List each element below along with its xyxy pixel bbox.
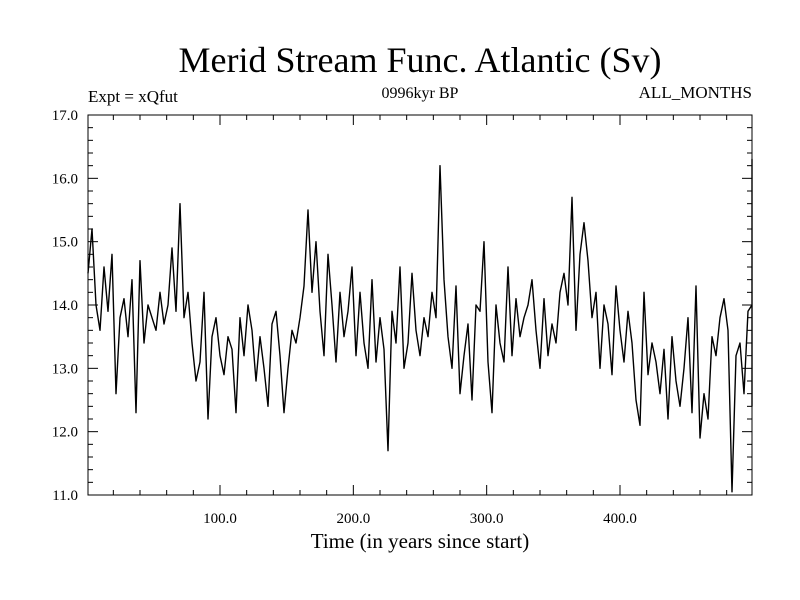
- expt-label: Expt = xQfut: [88, 87, 178, 106]
- axis-ticks: [88, 114, 752, 496]
- y-tick-label: 17.0: [52, 108, 78, 124]
- y-tick-label: 14.0: [52, 298, 78, 314]
- x-axis-title: Time (in years since start): [311, 529, 530, 553]
- y-tick-label: 12.0: [52, 425, 78, 441]
- series-line: [87, 158, 753, 493]
- y-tick-label: 11.0: [52, 488, 78, 504]
- plot-frame: [87, 114, 753, 496]
- x-tick-label: 400.0: [603, 511, 637, 527]
- y-tick-label: 15.0: [52, 235, 78, 251]
- tick-labels: 100.0 200.0 300.0 400.0 11.0 12.0 13.0 14.0 15.0…: [52, 108, 637, 527]
- x-tick-label: 100.0: [203, 511, 237, 527]
- y-tick-label: 16.0: [52, 171, 78, 187]
- chart-title: Merid Stream Func. Atlantic (Sv): [179, 40, 662, 80]
- x-tick-label: 200.0: [336, 511, 370, 527]
- series-layer: [87, 158, 753, 493]
- months-label: ALL_MONTHS: [639, 83, 752, 102]
- x-tick-label: 300.0: [470, 511, 504, 527]
- y-tick-label: 13.0: [52, 361, 78, 377]
- time-period-label: 0996kyr BP: [382, 85, 459, 102]
